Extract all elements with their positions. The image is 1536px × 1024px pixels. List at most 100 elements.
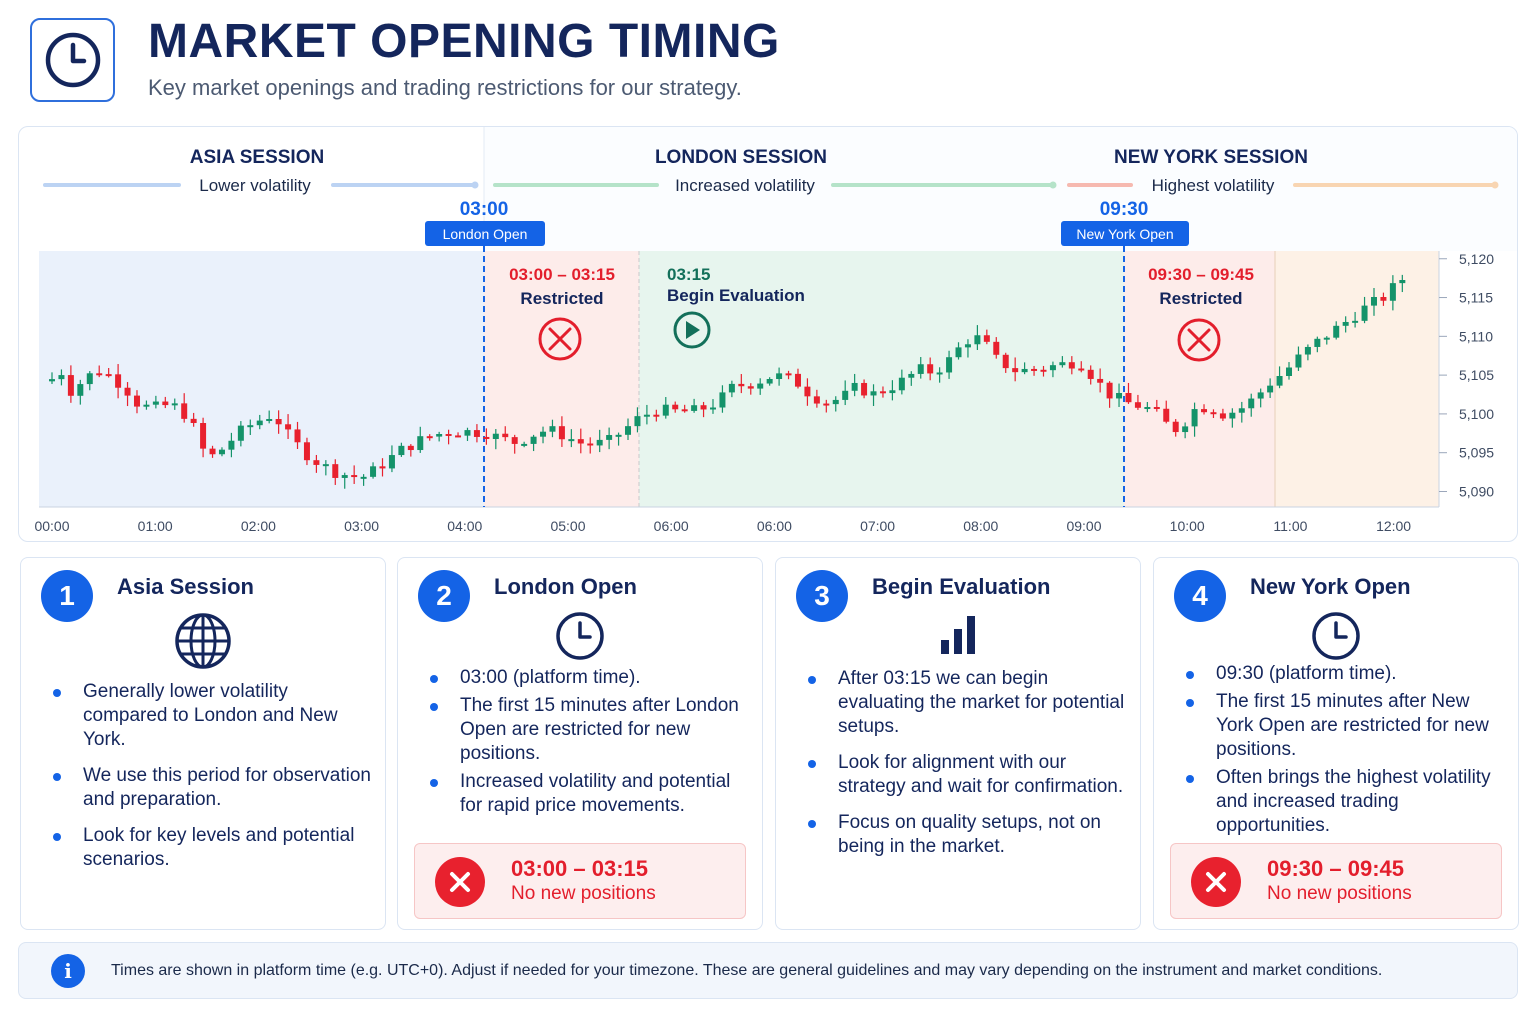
page-title: MARKET OPENING TIMING: [148, 15, 780, 68]
candle-up: [1295, 354, 1302, 368]
london-restricted-zone: [484, 251, 639, 507]
candle-up: [974, 335, 981, 345]
candle-down: [879, 391, 886, 394]
candle-up: [86, 373, 93, 385]
x-tick-label: 12:00: [1376, 518, 1411, 534]
y-tick-label: 5,100: [1459, 406, 1494, 422]
bullet: Look for alignment with our strategy and…: [804, 751, 1128, 799]
candle-down: [577, 439, 584, 444]
x-tick-label: 05:00: [550, 518, 585, 534]
candle-up: [757, 383, 764, 389]
candle-down: [275, 419, 282, 425]
candle-down: [455, 435, 462, 438]
card-title: Begin Evaluation: [872, 574, 1051, 599]
candle-down: [1125, 393, 1132, 403]
candle-up: [1389, 283, 1396, 301]
london-open-label: London Open: [443, 226, 528, 242]
play-circle-icon: [673, 311, 711, 349]
london-open-time: 03:00: [460, 199, 509, 220]
candle-down: [67, 375, 74, 396]
candle-up: [228, 440, 235, 450]
x-tick-label: 07:00: [860, 518, 895, 534]
bullet: Look for key levels and potential scenar…: [49, 824, 373, 872]
candle-up: [766, 379, 773, 384]
candle-down: [190, 418, 197, 424]
evaluation-time: 03:15: [667, 265, 710, 284]
x-tick-label: 10:00: [1170, 518, 1205, 534]
candle-up: [360, 476, 367, 479]
bullet-list: 09:30 (platform time). The first 15 minu…: [1182, 662, 1506, 848]
candle-up: [889, 390, 896, 394]
candle-down: [672, 404, 679, 410]
bar-chart-icon: [776, 614, 1140, 656]
bullet: Focus on quality setups, not on being in…: [804, 811, 1128, 859]
candle-down: [473, 430, 480, 437]
x-tick-label: 09:00: [1066, 518, 1101, 534]
x-tick-label: 11:00: [1273, 518, 1307, 534]
candle-up: [691, 405, 698, 411]
candle-up: [662, 404, 669, 416]
bullet: Often brings the highest volatility and …: [1182, 766, 1506, 838]
candle-up: [709, 407, 716, 410]
candle-down: [200, 423, 207, 449]
session-name-london: LONDON SESSION: [655, 147, 827, 168]
x-tick-label: 06:00: [757, 518, 792, 534]
candle-up: [540, 431, 547, 437]
candle-down: [294, 429, 301, 443]
ny-restricted-time: 09:30 – 09:45: [1148, 265, 1254, 284]
x-tick-label: 02:00: [241, 518, 276, 534]
y-tick-label: 5,110: [1459, 328, 1493, 344]
candle-down: [502, 433, 509, 438]
y-tick-label: 5,115: [1459, 290, 1493, 306]
card-title: Asia Session: [117, 574, 254, 599]
ny-session-zone: [1275, 251, 1439, 507]
candle-down: [681, 409, 688, 412]
candle-up: [898, 377, 905, 391]
candle-up: [256, 420, 263, 426]
candle-down: [1040, 369, 1047, 372]
candle-up: [842, 390, 849, 400]
asia-zone: [39, 251, 484, 507]
session-note-asia: Lower volatility: [199, 176, 311, 195]
session-note-ny: Highest volatility: [1152, 176, 1275, 195]
candle-down: [332, 464, 339, 478]
london-restricted-label: Restricted: [520, 289, 603, 308]
candle-up: [171, 403, 178, 406]
restriction-text: No new positions: [511, 883, 656, 904]
candle-up: [1399, 280, 1406, 284]
candle-up: [266, 419, 273, 422]
candle-down: [823, 403, 830, 406]
london-open-badge: [425, 221, 545, 246]
candle-down: [653, 414, 660, 417]
candle-up: [955, 347, 962, 358]
candle-up: [492, 433, 499, 440]
x-tick-label: 01:00: [138, 518, 173, 534]
candle-down: [162, 401, 169, 406]
x-circle-icon: [435, 857, 485, 907]
candle-up: [143, 404, 150, 407]
candle-up: [1059, 362, 1066, 366]
x-tick-label: 03:00: [344, 518, 379, 534]
y-tick-label: 5,105: [1459, 367, 1494, 383]
candle-down: [785, 373, 792, 376]
candle-up: [851, 382, 858, 391]
bullet: Increased volatility and potential for r…: [426, 770, 750, 818]
candle-down: [1380, 296, 1387, 301]
step-number: 1: [41, 570, 93, 622]
candle-down: [747, 386, 754, 389]
candle-down: [1201, 409, 1208, 413]
candle-up: [49, 379, 55, 382]
step-number: 2: [418, 570, 470, 622]
london-restricted-time: 03:00 – 03:15: [509, 265, 615, 284]
candle-up: [870, 391, 877, 396]
info-text: Times are shown in platform time (e.g. U…: [111, 962, 1383, 979]
clock-icon: [1154, 610, 1518, 662]
candle-up: [237, 425, 244, 441]
candle-up: [936, 372, 943, 375]
candle-down: [105, 374, 112, 377]
candle-up: [1021, 368, 1028, 373]
step-number: 3: [796, 570, 848, 622]
x-tick-label: 08:00: [963, 518, 998, 534]
timeline-chart: ASIA SESSION Lower volatility LONDON SES…: [18, 126, 1518, 542]
clock-icon: [30, 18, 115, 102]
